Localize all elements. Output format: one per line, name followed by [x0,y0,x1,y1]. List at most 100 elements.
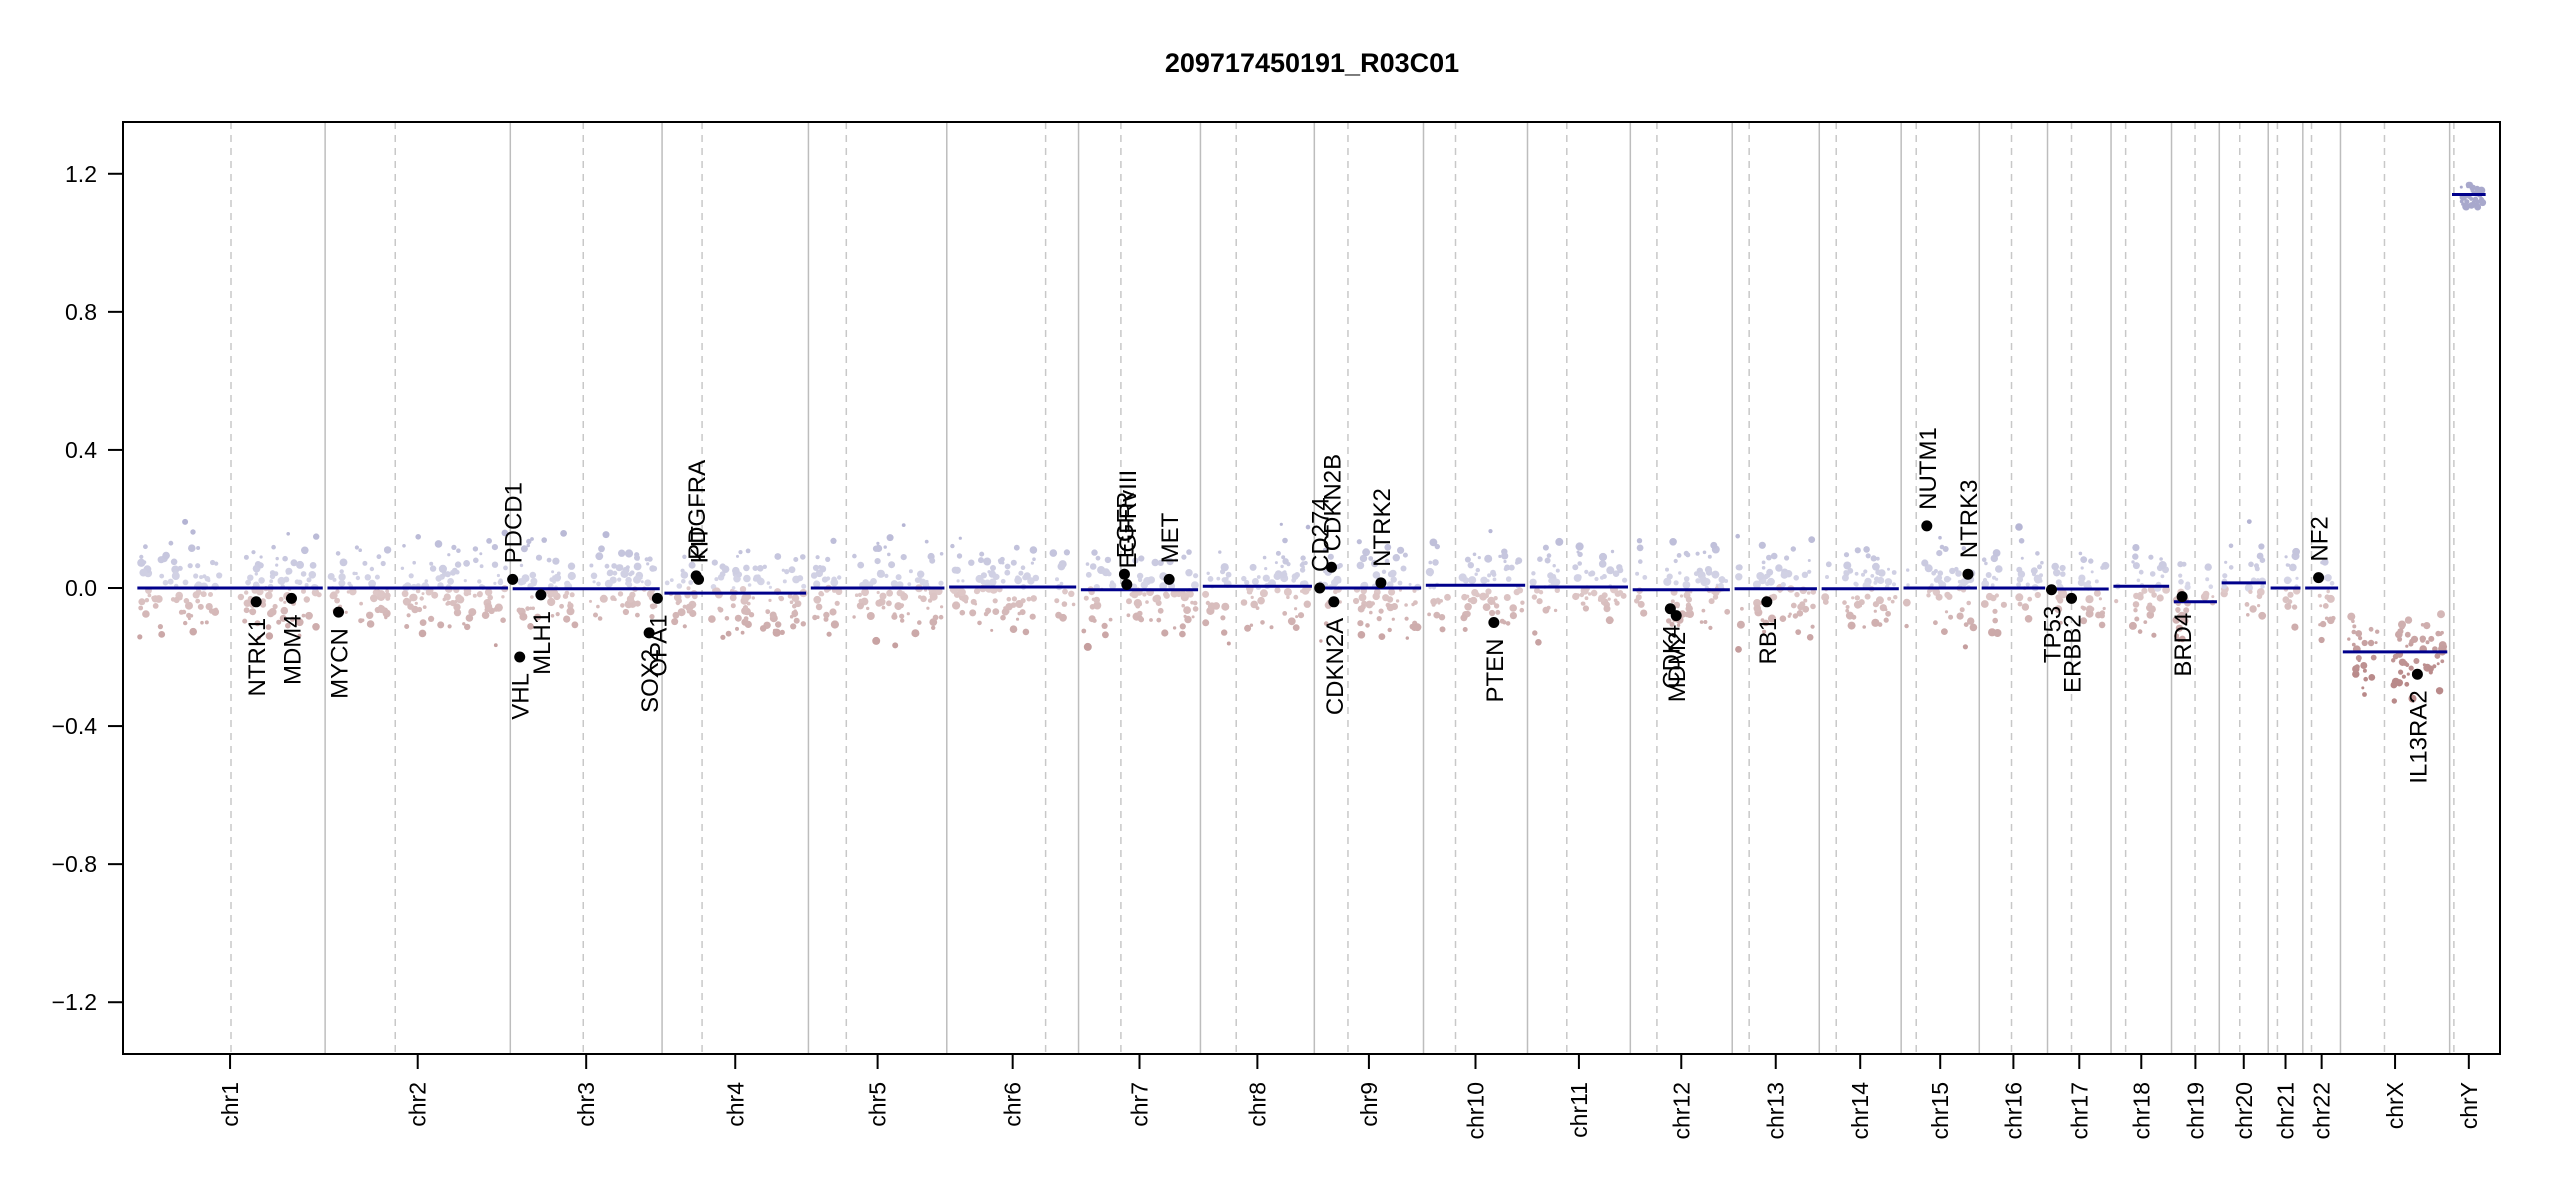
gene-dot-cdkn2a [1328,596,1340,608]
probe-point [1599,575,1605,580]
probe-group-chr20 [2220,519,2267,620]
gene-dot-ntrk3 [1962,568,1974,580]
probe-point [2361,686,2365,690]
probe-point [918,577,922,581]
probe-point [1400,565,1407,572]
probe-point [613,597,617,602]
probe-point [1509,604,1517,612]
probe-point [1955,570,1962,577]
probe-point [1464,603,1472,611]
probe-point [195,598,201,604]
x-tick-label-chr21: chr21 [2273,1082,2299,1140]
probe-point [1695,551,1700,556]
probe-point [2015,523,2023,531]
probe-point [1735,646,1742,653]
probe-point [559,603,564,609]
probe-point [158,631,166,638]
probe-point [1794,591,1800,598]
probe-point [1942,546,1949,552]
probe-point [442,597,447,602]
probe-point [1467,562,1475,569]
gene-label-ntrk3: NTRK3 [1956,480,1983,559]
probe-point [649,614,655,620]
probe-point [675,600,681,606]
probe-point [1390,576,1397,583]
probe-point [1505,576,1512,582]
probe-point [1503,559,1507,564]
probe-point [952,601,961,610]
probe-point [187,563,193,569]
probe-point [1802,605,1810,613]
probe-point [1301,565,1305,569]
probe-point [978,557,984,564]
probe-point [1475,567,1481,573]
probe-point [447,578,454,585]
probe-point [752,565,759,571]
probe-point [162,579,169,586]
probe-point [327,573,335,580]
probe-point [1993,629,2002,637]
probe-point [2428,670,2433,675]
probe-point [1877,579,1882,584]
probe-point [721,565,730,573]
probe-point [2228,565,2234,570]
probe-point [1505,621,1511,626]
probe-point [1293,594,1299,600]
probe-point [1220,563,1229,572]
gene-dot-mycn [333,606,345,618]
probe-point [2282,596,2290,604]
probe-point [1384,558,1390,564]
probe-point [410,593,418,602]
probe-point [1843,570,1850,577]
probe-point [1492,577,1497,582]
probe-point [1218,550,1222,554]
probe-point [1260,620,1265,625]
probe-point [830,537,837,545]
probe-point [415,588,421,594]
probe-point [2183,607,2190,614]
probe-point [2258,543,2265,550]
probe-point [1735,573,1743,581]
probe-point [1387,627,1392,633]
probe-point [762,564,767,569]
probe-point [173,596,180,604]
probe-point [237,593,245,601]
probe-point [2326,594,2335,603]
probe-point [1883,617,1889,623]
probe-point [305,611,313,620]
probe-point [732,566,740,575]
probe-point [493,643,498,648]
probe-point [1193,573,1199,579]
probe-point [937,589,941,593]
probe-point [774,553,782,560]
probe-point [831,576,837,583]
probe-point [254,620,261,627]
probe-group-chr9 [1318,539,1422,643]
probe-point [939,552,944,556]
probe-point [1006,596,1012,602]
probe-point [1936,550,1943,557]
probe-point [1437,601,1441,605]
probe-point [1884,578,1893,586]
probe-point [2021,603,2030,611]
probe-point [940,605,944,609]
probe-point [1995,565,2003,573]
probe-point [257,562,264,569]
probe-point [435,575,442,582]
probe-point [1793,575,1799,581]
probe-point [338,573,346,581]
gene-label-pdgfra: PDGFRA [684,460,711,560]
probe-point [2357,658,2361,663]
x-tick-label-chr7: chr7 [1126,1082,1152,1127]
x-tick-label-chr4: chr4 [722,1082,748,1127]
probe-point [1365,623,1370,628]
probe-point [1493,603,1500,609]
probe-point [1192,600,1198,606]
probe-point [1000,578,1006,584]
probe-point [2099,613,2105,619]
probe-point [2055,579,2062,586]
gene-dot-ntrk1 [250,596,262,608]
probe-point [1465,594,1470,599]
probe-point [1553,578,1561,586]
probe-point [204,576,211,582]
